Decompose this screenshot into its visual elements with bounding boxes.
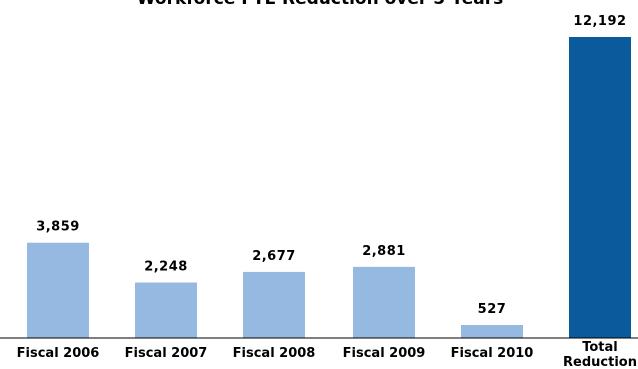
category-label-fiscal-2008: Fiscal 2008: [233, 346, 316, 361]
category-label-fiscal-2010: Fiscal 2010: [451, 346, 534, 361]
category-label-fiscal-2006: Fiscal 2006: [17, 346, 100, 361]
bars-group: [27, 37, 631, 338]
category-label-fiscal-2007: Fiscal 2007: [125, 346, 208, 361]
value-label-fiscal-2010: 527: [478, 302, 507, 317]
value-labels-group: 3,859 2,248 2,677 2,881 527 12,192: [36, 14, 626, 317]
bar-fiscal-2007: [135, 282, 197, 338]
category-label-total-reduction: Total Reduction: [563, 340, 637, 369]
bar-fiscal-2010: [461, 324, 523, 338]
value-label-total-reduction: 12,192: [573, 14, 626, 29]
value-label-fiscal-2009: 2,881: [362, 244, 406, 259]
bar-total-reduction: [569, 37, 631, 338]
category-label-fiscal-2009: Fiscal 2009: [343, 346, 426, 361]
value-label-fiscal-2006: 3,859: [36, 220, 80, 235]
chart-title: Workforce FTE Reduction over 5 Years: [137, 0, 503, 9]
bar-fiscal-2008: [243, 271, 305, 338]
category-labels-group: Fiscal 2006 Fiscal 2007 Fiscal 2008 Fiscal …: [17, 340, 637, 369]
value-label-fiscal-2007: 2,248: [144, 260, 188, 275]
value-label-fiscal-2008: 2,677: [252, 249, 296, 264]
bar-fiscal-2009: [353, 266, 415, 338]
bar-fiscal-2006: [27, 242, 89, 338]
